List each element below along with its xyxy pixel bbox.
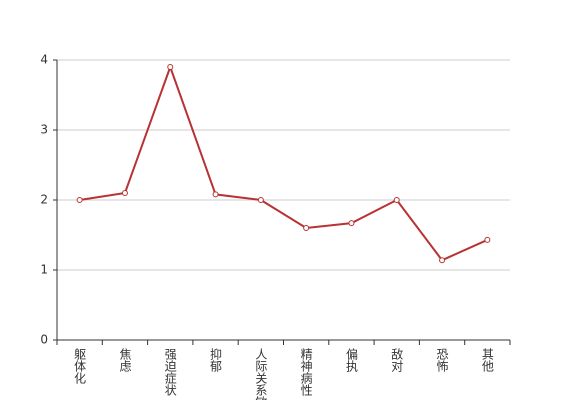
x-tick-label: 其他 <box>480 348 494 372</box>
x-tick-label: 人际关系敏感 <box>254 348 268 400</box>
y-tick-label: 2 <box>40 193 48 207</box>
line <box>79 64 488 262</box>
point <box>257 197 264 203</box>
point <box>303 225 310 231</box>
x-tick-label: 恐怖 <box>435 348 449 372</box>
point <box>76 197 83 203</box>
x-tick-label: 躯体化 <box>73 347 87 385</box>
x-tick-label: 抑郁 <box>209 347 223 373</box>
x-tick-label: 精神病性 <box>299 348 313 397</box>
point <box>348 220 355 227</box>
x-tick-label: 强迫症状 <box>163 348 177 396</box>
point <box>167 64 174 70</box>
point <box>121 190 128 196</box>
point <box>212 191 219 198</box>
y-tick-label: 1 <box>40 263 48 277</box>
y-tick-label: 4 <box>40 53 48 67</box>
y-tick-label: 3 <box>40 123 48 137</box>
y-tick-label: 0 <box>40 333 48 347</box>
point <box>393 197 400 203</box>
point <box>439 257 446 264</box>
x-tick-label: 敌对 <box>390 347 404 372</box>
x-tick-label: 焦虑 <box>118 348 132 372</box>
x-tick-label: 偏执 <box>344 347 358 373</box>
point <box>484 236 491 243</box>
